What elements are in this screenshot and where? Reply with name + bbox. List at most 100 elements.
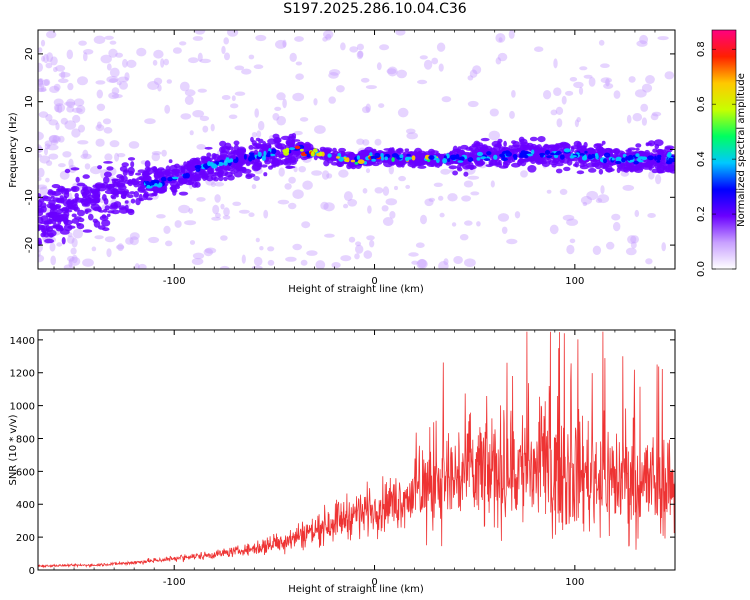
spectrogram-cell [248, 152, 255, 156]
spectrogram-cell [483, 158, 491, 162]
spectrogram-cell [263, 145, 272, 149]
spectrogram-ytick-label: -20 [24, 237, 35, 253]
spectrogram-cell [416, 259, 428, 269]
spectrogram-cell [356, 43, 364, 51]
spectrogram-cell [232, 201, 242, 206]
spectrogram-cell [233, 140, 240, 146]
spectrogram-cell [195, 167, 201, 172]
spectrogram-cell [611, 213, 621, 221]
spectrogram-cell [156, 214, 166, 219]
spectrogram-cell [119, 175, 125, 182]
spectrogram-cell [420, 214, 427, 225]
spectrogram-cell [109, 140, 120, 148]
spectrogram-cell [658, 161, 663, 167]
spectrogram-cell [561, 95, 567, 105]
spectrogram-cell [606, 241, 615, 250]
spectrogram-cell [95, 124, 105, 132]
spectrogram-cell [389, 211, 396, 219]
spectrogram-cell [220, 203, 225, 210]
spectrogram-cell [224, 159, 232, 162]
snr-ylabel: SNR (10 * v/v) [8, 414, 19, 485]
spectrogram-cell [124, 200, 129, 204]
spectrogram-cell [52, 135, 58, 143]
spectrogram-cell [42, 195, 49, 200]
spectrogram-cell [559, 188, 568, 195]
spectrogram-cell [206, 152, 212, 158]
spectrogram-cell [59, 208, 70, 212]
spectrogram-cell [497, 213, 510, 222]
spectrogram-cell [282, 148, 290, 154]
spectrogram-cell [256, 130, 262, 138]
snr-ytick-label: 1000 [10, 402, 35, 413]
spectrogram-cell [254, 108, 259, 118]
spectrogram-cell [204, 247, 217, 254]
spectrogram-cell [70, 185, 80, 193]
spectrogram-cell [386, 68, 397, 75]
spectrogram-cell [48, 153, 59, 160]
spectrogram-cell [119, 166, 128, 172]
spectrogram-cell [639, 34, 648, 45]
spectrogram-cell [45, 177, 50, 183]
spectrogram-cell [667, 151, 672, 158]
spectrogram-cell [646, 142, 653, 146]
spectrogram-cell [77, 140, 89, 145]
spectrogram-cell [654, 155, 657, 161]
spectrogram-cell [551, 163, 557, 168]
spectrogram-cell [255, 34, 267, 42]
spectrogram-cell [52, 223, 60, 229]
spectrogram-cell [356, 155, 360, 160]
spectrogram-cell [595, 154, 599, 159]
spectrogram-cell [113, 187, 118, 192]
spectrogram-cell [374, 187, 384, 194]
spectrogram-cell [516, 147, 522, 151]
spectrogram-cell [188, 57, 199, 64]
spectrogram-cell [109, 67, 120, 78]
spectrogram-cell [60, 117, 68, 125]
spectrogram-cell [241, 254, 246, 264]
spectrogram-cell [452, 145, 458, 153]
spectrogram-cell [603, 83, 614, 89]
spectrogram-cell [419, 155, 424, 162]
spectrogram-cell [436, 42, 446, 52]
spectrogram-cell [67, 82, 74, 91]
spectrogram-cell [42, 225, 48, 229]
spectrogram-cell [539, 156, 544, 162]
spectrogram-cell [50, 139, 59, 146]
spectrogram-cell [60, 71, 66, 79]
spectrogram-cell [47, 213, 52, 218]
spectrogram-cell [562, 214, 575, 221]
spectrogram-cell [357, 50, 364, 58]
spectrogram-cell [70, 167, 80, 171]
spectrogram-cell [365, 85, 377, 90]
spectrogram-cell [228, 114, 238, 120]
spectrogram-cell [204, 166, 208, 170]
spectrogram-cell [349, 46, 359, 53]
spectrogram-cell [123, 189, 129, 194]
spectrogram-cell [103, 198, 109, 205]
spectrogram-cell [245, 160, 251, 167]
spectrogram-cell [75, 176, 80, 183]
spectrogram-cell [292, 189, 304, 199]
spectrogram-cell [668, 157, 673, 163]
spectrogram-cell [72, 203, 79, 211]
spectrogram-cell [68, 256, 81, 266]
spectrogram-cell [129, 236, 139, 246]
spectrogram-cell [300, 259, 308, 266]
spectrogram-cell [241, 68, 252, 75]
spectrogram-cell [215, 212, 221, 219]
spectrogram-ytick-label: 20 [24, 48, 35, 61]
spectrogram-cell [71, 128, 81, 138]
spectrogram-cell [587, 154, 592, 159]
spectrogram-cell [258, 138, 264, 144]
spectrogram-cell [66, 105, 75, 113]
spectrogram-cell [563, 166, 571, 172]
spectrogram-cell [322, 36, 328, 42]
spectrogram-cell [411, 260, 419, 265]
spectrogram-cell [380, 153, 384, 158]
spectrogram-cell [64, 101, 76, 107]
spectrogram-cell [67, 255, 75, 262]
spectrogram-cell [605, 78, 610, 87]
spectrogram-cell [119, 206, 129, 214]
spectrogram-cell [576, 145, 583, 153]
